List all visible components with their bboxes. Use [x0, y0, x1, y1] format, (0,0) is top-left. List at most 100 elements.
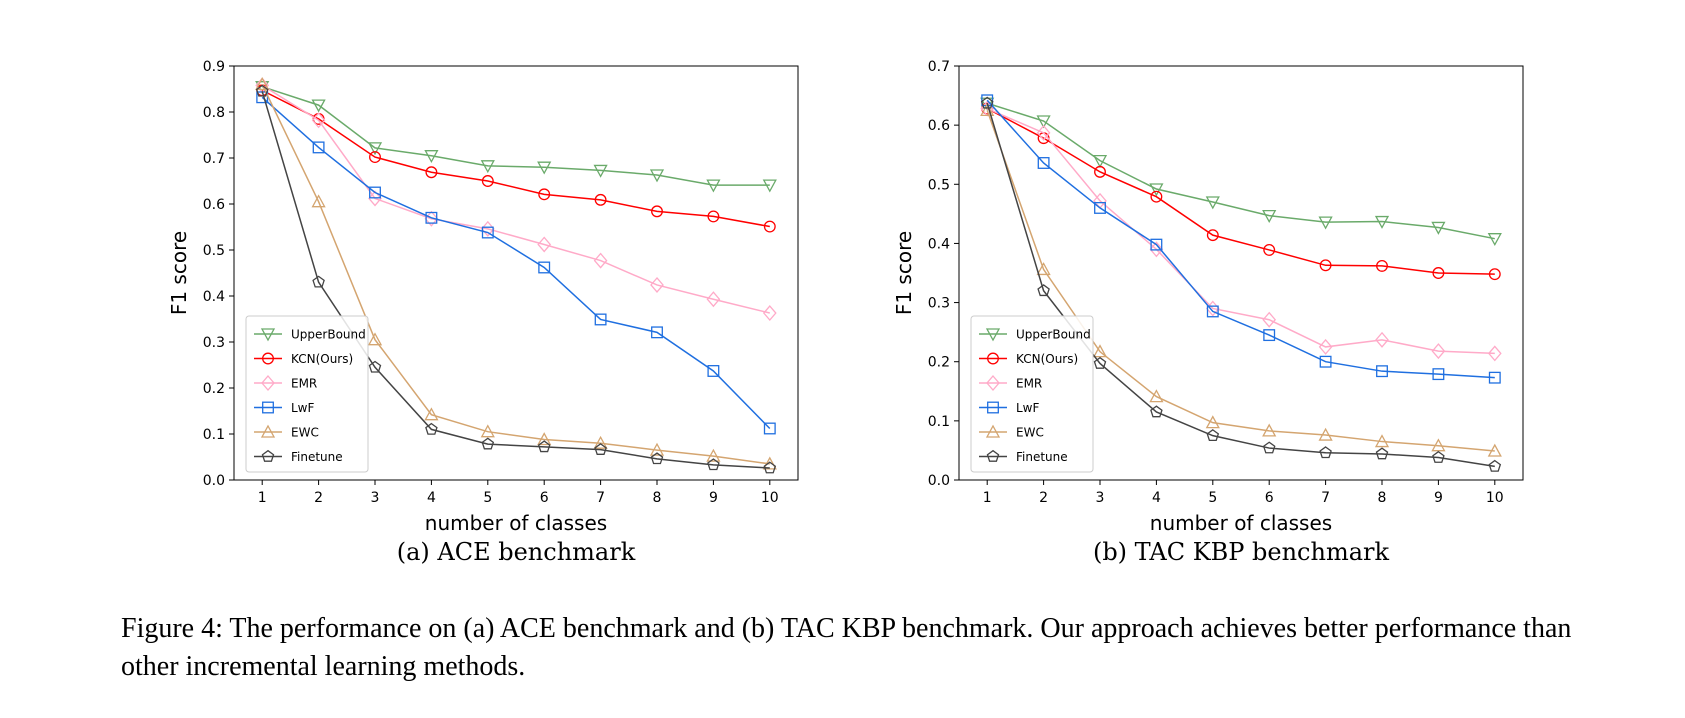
y-tick-label: 0.6 [203, 197, 225, 213]
data-point [1318, 216, 1333, 230]
data-point [1092, 344, 1108, 358]
data-point [1037, 284, 1050, 297]
data-point [1094, 165, 1106, 178]
y-axis-label: F1 score [892, 231, 916, 315]
x-tick-label: 2 [1039, 490, 1048, 506]
data-point [650, 452, 664, 465]
data-point [368, 360, 382, 373]
data-point [425, 422, 438, 435]
y-tick-label: 0.6 [928, 118, 950, 134]
data-point [762, 456, 777, 470]
y-tick-label: 0.0 [203, 473, 225, 489]
data-point [649, 442, 665, 456]
data-point [1431, 343, 1446, 360]
data-point [706, 291, 721, 308]
series-ewc [980, 102, 1502, 457]
legend-label: EMR [291, 377, 317, 391]
data-point [1487, 443, 1502, 457]
data-point [481, 175, 494, 187]
x-tick-label: 8 [653, 490, 662, 506]
legend-marker [985, 328, 1001, 342]
y-tick-label: 0.2 [203, 381, 225, 397]
data-point [762, 179, 777, 193]
data-point [1376, 259, 1388, 272]
legend-marker [986, 449, 1000, 462]
data-point [1318, 338, 1333, 355]
legend: UpperBound KCN(Ours) EMR LwF EWC Finetune [970, 315, 1094, 473]
data-point [1092, 154, 1108, 168]
subcaption: (a) ACE benchmark [397, 538, 636, 566]
data-point [1262, 423, 1277, 437]
series-line [986, 102, 1495, 240]
x-tick-label: 6 [540, 490, 549, 506]
legend-marker [261, 375, 275, 391]
legend-label: EWC [1016, 426, 1044, 440]
data-point [312, 275, 325, 288]
data-point [593, 164, 608, 178]
data-point [763, 422, 776, 435]
data-point [481, 226, 494, 239]
legend-marker [262, 352, 274, 365]
data-point [480, 220, 495, 237]
data-point [1149, 183, 1164, 197]
data-point [593, 435, 608, 449]
y-tick-label: 0.5 [928, 177, 950, 193]
data-point [1150, 238, 1163, 251]
legend-marker [985, 424, 1001, 438]
legend-label: KCN(Ours) [291, 352, 353, 366]
y-tick-label: 0.7 [203, 151, 225, 167]
data-point [538, 261, 551, 274]
y-tick-label: 0.4 [928, 236, 950, 252]
legend-marker [987, 401, 999, 414]
data-point [537, 161, 552, 175]
legend: UpperBound KCN(Ours) EMR LwF EWC Finetune [245, 315, 369, 473]
x-tick-label: 6 [1265, 490, 1274, 506]
data-point [651, 205, 663, 218]
legend-label: UpperBound [291, 328, 366, 342]
data-point [1205, 415, 1220, 429]
data-point [706, 448, 721, 462]
x-tick-label: 7 [1321, 490, 1330, 506]
data-point [1037, 157, 1050, 169]
figure-caption: Figure 4: The performance on (a) ACE ben… [121, 613, 1572, 682]
data-point [425, 211, 438, 224]
data-point [1487, 345, 1502, 362]
series-ewc [255, 77, 777, 470]
x-tick-label: 5 [483, 490, 492, 506]
data-point [481, 437, 495, 450]
data-point [1431, 221, 1446, 235]
data-point [594, 443, 607, 455]
legend-label: LwF [1016, 401, 1040, 415]
y-tick-label: 0.9 [203, 59, 225, 75]
data-point [1319, 446, 1332, 459]
y-tick-label: 0.2 [928, 355, 950, 371]
data-point [255, 84, 269, 97]
x-tick-label: 1 [258, 490, 267, 506]
data-point [980, 102, 995, 117]
legend-marker [262, 401, 274, 414]
x-tick-label: 10 [761, 490, 779, 506]
data-point [1205, 196, 1220, 210]
series-kcn-ours [981, 102, 1501, 281]
data-point [1374, 434, 1390, 448]
data-point [1488, 371, 1501, 384]
legend-label: LwF [291, 401, 315, 415]
x-tick-label: 7 [596, 490, 605, 506]
data-point [1263, 329, 1276, 342]
data-point [1036, 124, 1051, 141]
data-point [707, 458, 720, 471]
x-axis-label: number of classes [425, 511, 607, 535]
legend-marker [261, 449, 275, 462]
y-tick-label: 0.4 [203, 289, 225, 305]
data-point [594, 193, 607, 206]
data-point [424, 407, 439, 421]
series-upperbound [980, 97, 1502, 247]
legend-label: Finetune [291, 450, 343, 464]
legend-marker [260, 328, 276, 342]
x-tick-label: 3 [371, 490, 380, 506]
x-tick-label: 5 [1208, 490, 1217, 506]
legend-marker [986, 375, 1000, 391]
data-point [312, 141, 325, 154]
data-point [1206, 229, 1219, 242]
